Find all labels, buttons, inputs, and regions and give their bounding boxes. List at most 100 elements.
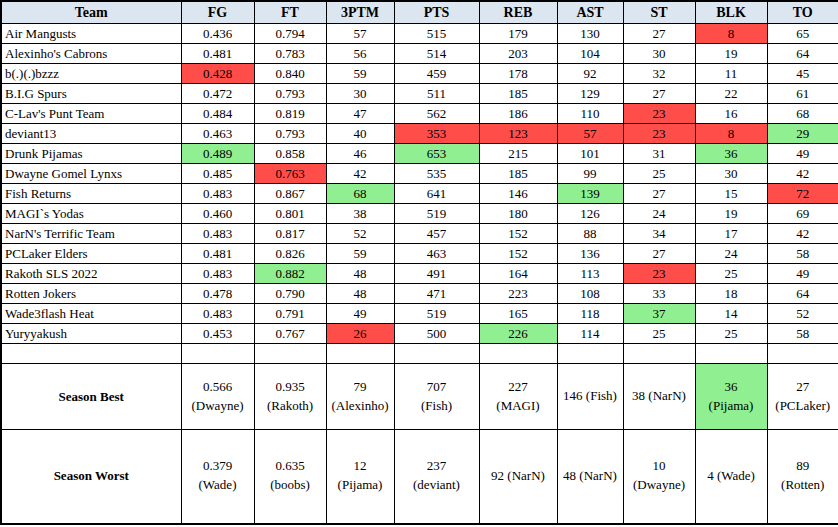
stat-cell: 118 — [557, 304, 623, 324]
stat-cell: 25 — [623, 164, 695, 184]
stat-cell: 45 — [767, 64, 838, 84]
stat-cell: 36 — [695, 144, 767, 164]
stat-cell: 19 — [695, 204, 767, 224]
stat-cell: 179 — [479, 24, 557, 44]
stat-cell: 126 — [557, 204, 623, 224]
stat-cell: 64 — [767, 284, 838, 304]
stat-cell: 108 — [557, 284, 623, 304]
stat-cell: 56 — [326, 44, 394, 64]
team-name-cell: PCLaker Elders — [1, 244, 181, 264]
stat-cell: 59 — [326, 64, 394, 84]
table-row: MAGI`s Yodas 0.460 0.801 38 519 180 126 … — [1, 204, 838, 224]
team-name-cell: Rotten Jokers — [1, 284, 181, 304]
summary-cell: 0.379 (Wade) — [181, 430, 254, 524]
table-row: Rakoth SLS 2022 0.483 0.882 48 491 164 1… — [1, 264, 838, 284]
stat-cell: 42 — [767, 224, 838, 244]
stat-cell: 215 — [479, 144, 557, 164]
summary-cell: 237 (deviant) — [394, 430, 479, 524]
column-header-blk: BLK — [695, 1, 767, 24]
season-best-row: Season Best 0.566 (Dwayne) 0.935 (Rakoth… — [1, 364, 838, 430]
summary-cell: 4 (Wade) — [695, 430, 767, 524]
stat-cell: 0.801 — [254, 204, 326, 224]
stat-cell: 104 — [557, 44, 623, 64]
stat-cell: 0.478 — [181, 284, 254, 304]
stat-cell: 185 — [479, 84, 557, 104]
stat-cell: 32 — [623, 64, 695, 84]
summary-cell: 38 (NarN) — [623, 364, 695, 430]
stat-cell: 8 — [695, 124, 767, 144]
stat-cell: 27 — [623, 24, 695, 44]
empty-cell — [394, 344, 479, 364]
table-row: C-Lav's Punt Team 0.484 0.819 47 562 186… — [1, 104, 838, 124]
stat-cell: 519 — [394, 204, 479, 224]
stat-cell: 57 — [557, 124, 623, 144]
summary-cell: 36 (Pijama) — [695, 364, 767, 430]
stat-cell: 72 — [767, 184, 838, 204]
stat-cell: 23 — [623, 264, 695, 284]
stat-cell: 0.460 — [181, 204, 254, 224]
summary-cell: 0.566 (Dwayne) — [181, 364, 254, 430]
stat-cell: 59 — [326, 244, 394, 264]
stat-cell: 0.783 — [254, 44, 326, 64]
empty-cell — [767, 344, 838, 364]
team-name-cell: C-Lav's Punt Team — [1, 104, 181, 124]
spacer-row — [1, 344, 838, 364]
team-name-cell: Wade3flash Heat — [1, 304, 181, 324]
stat-cell: 22 — [695, 84, 767, 104]
stat-cell: 99 — [557, 164, 623, 184]
stat-cell: 0.483 — [181, 264, 254, 284]
stat-cell: 24 — [623, 204, 695, 224]
stat-cell: 562 — [394, 104, 479, 124]
stat-cell: 463 — [394, 244, 479, 264]
stats-table: Team FG FT 3PTM PTS REB AST ST BLK TO Ai… — [0, 0, 838, 525]
team-name-cell: Alexinho's Cabrons — [1, 44, 181, 64]
summary-cell: 0.635 (boobs) — [254, 430, 326, 524]
stat-cell: 152 — [479, 224, 557, 244]
stat-cell: 0.793 — [254, 84, 326, 104]
stat-cell: 511 — [394, 84, 479, 104]
stat-cell: 27 — [623, 244, 695, 264]
stat-cell: 223 — [479, 284, 557, 304]
stat-cell: 30 — [326, 84, 394, 104]
stat-cell: 26 — [326, 324, 394, 344]
stat-cell: 92 — [557, 64, 623, 84]
stat-cell: 47 — [326, 104, 394, 124]
stat-cell: 8 — [695, 24, 767, 44]
stat-cell: 61 — [767, 84, 838, 104]
table-row: Drunk Pijamas 0.489 0.858 46 653 215 101… — [1, 144, 838, 164]
empty-cell — [181, 344, 254, 364]
stat-cell: 48 — [326, 284, 394, 304]
stat-cell: 641 — [394, 184, 479, 204]
empty-cell — [623, 344, 695, 364]
stat-cell: 42 — [767, 164, 838, 184]
table-row: Air Mangusts 0.436 0.794 57 515 179 130 … — [1, 24, 838, 44]
column-header-team: Team — [1, 1, 181, 24]
stat-cell: 0.485 — [181, 164, 254, 184]
stat-cell: 130 — [557, 24, 623, 44]
stat-cell: 653 — [394, 144, 479, 164]
stat-cell: 457 — [394, 224, 479, 244]
stat-cell: 0.858 — [254, 144, 326, 164]
stat-cell: 69 — [767, 204, 838, 224]
stat-cell: 139 — [557, 184, 623, 204]
summary-cell: 707 (Fish) — [394, 364, 479, 430]
stat-cell: 25 — [695, 324, 767, 344]
summary-cell: 146 (Fish) — [557, 364, 623, 430]
stat-cell: 88 — [557, 224, 623, 244]
stat-cell: 40 — [326, 124, 394, 144]
column-header-pts: PTS — [394, 1, 479, 24]
table-row: Yuryyakush 0.453 0.767 26 500 226 114 25… — [1, 324, 838, 344]
stat-cell: 353 — [394, 124, 479, 144]
stat-cell: 0.483 — [181, 224, 254, 244]
season-worst-row: Season Worst 0.379 (Wade) 0.635 (boobs) … — [1, 430, 838, 524]
summary-cell: 27 (PCLaker) — [767, 364, 838, 430]
stat-cell: 19 — [695, 44, 767, 64]
stat-cell: 136 — [557, 244, 623, 264]
stat-cell: 57 — [326, 24, 394, 44]
stat-cell: 0.453 — [181, 324, 254, 344]
stat-cell: 146 — [479, 184, 557, 204]
stat-cell: 514 — [394, 44, 479, 64]
stat-cell: 24 — [695, 244, 767, 264]
column-header-to: TO — [767, 1, 838, 24]
stat-cell: 459 — [394, 64, 479, 84]
